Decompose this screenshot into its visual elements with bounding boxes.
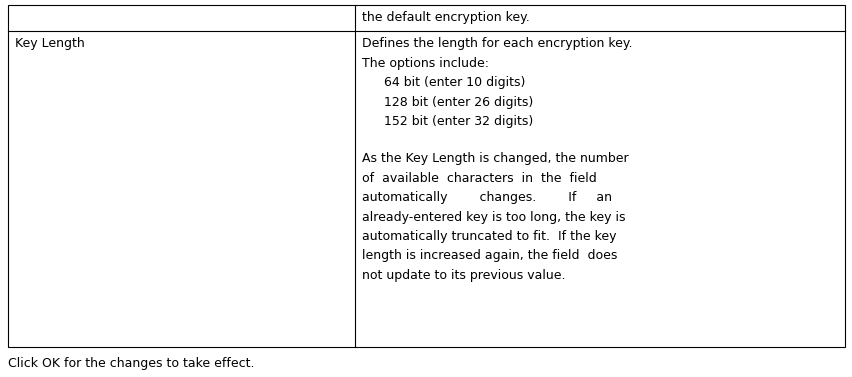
Text: 152 bit (enter 32 digits): 152 bit (enter 32 digits) <box>384 115 533 128</box>
Text: of  available  characters  in  the  field: of available characters in the field <box>362 172 596 185</box>
Text: automatically truncated to fit.  If the key: automatically truncated to fit. If the k… <box>362 230 616 243</box>
Text: The options include:: The options include: <box>362 57 489 70</box>
Text: Defines the length for each encryption key.: Defines the length for each encryption k… <box>362 37 632 51</box>
Text: Key Length: Key Length <box>15 37 84 51</box>
Text: already-entered key is too long, the key is: already-entered key is too long, the key… <box>362 211 625 224</box>
Text: 64 bit (enter 10 digits): 64 bit (enter 10 digits) <box>384 77 525 89</box>
Text: 128 bit (enter 26 digits): 128 bit (enter 26 digits) <box>384 96 533 109</box>
Text: As the Key Length is changed, the number: As the Key Length is changed, the number <box>362 152 628 165</box>
Text: length is increased again, the field  does: length is increased again, the field doe… <box>362 250 617 262</box>
Text: the default encryption key.: the default encryption key. <box>362 11 529 24</box>
Text: Click OK for the changes to take effect.: Click OK for the changes to take effect. <box>8 357 254 370</box>
Text: not update to its previous value.: not update to its previous value. <box>362 269 565 282</box>
Text: automatically        changes.        If     an: automatically changes. If an <box>362 191 612 204</box>
